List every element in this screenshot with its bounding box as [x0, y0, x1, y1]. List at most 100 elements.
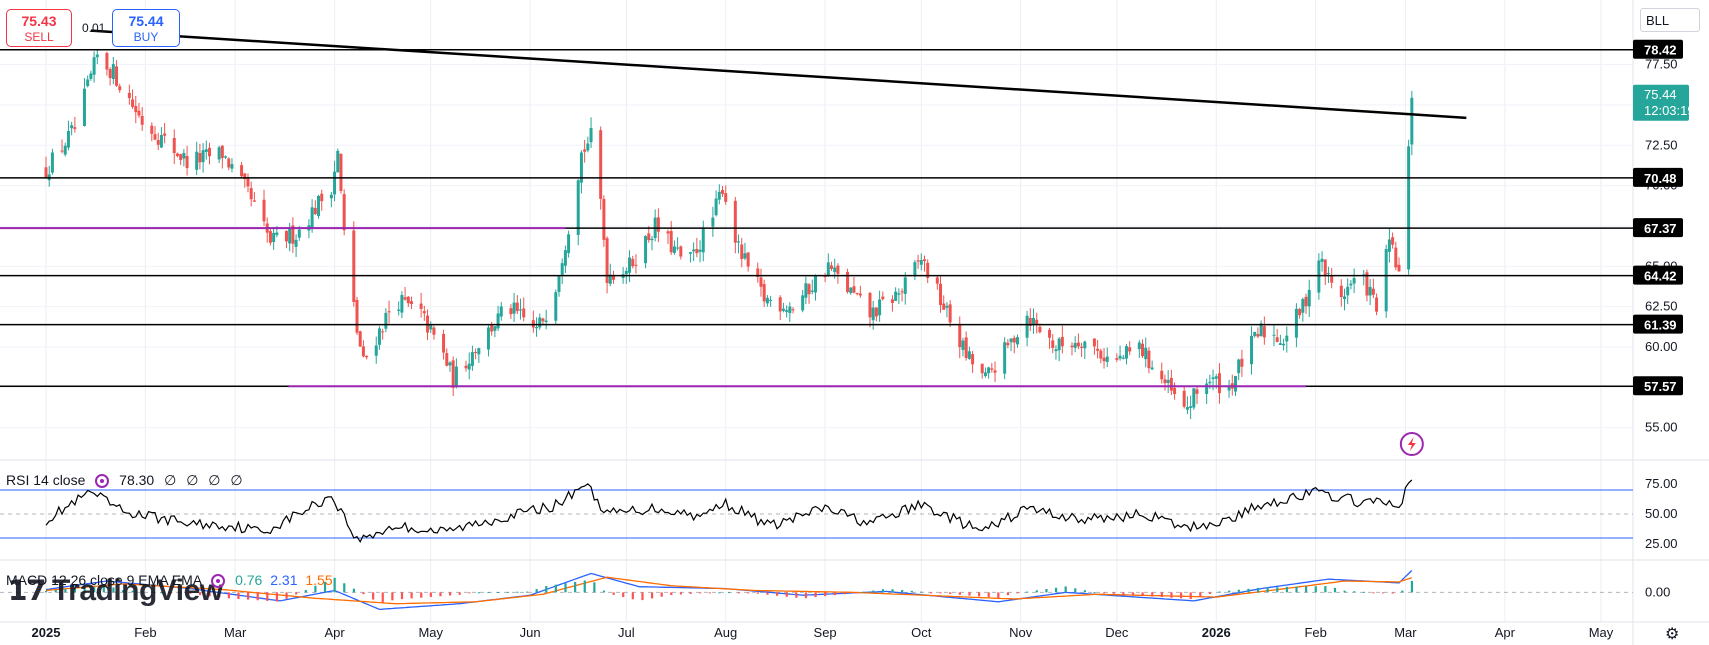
macd-histogram-bar: [343, 583, 346, 593]
candle-body: [397, 309, 401, 311]
macd-histogram-bar: [410, 592, 413, 599]
candle-body: [448, 362, 452, 366]
candle-body: [1003, 342, 1007, 374]
candle-body: [692, 249, 696, 252]
level-price-tag-label: 67.37: [1644, 221, 1677, 236]
candle-body: [134, 106, 138, 113]
candle-body: [987, 367, 991, 374]
symbol-label[interactable]: BLL: [1640, 8, 1700, 32]
macd-histogram-bar: [1141, 592, 1144, 596]
indicator-settings-icon[interactable]: [211, 574, 226, 589]
candle-body: [733, 200, 737, 243]
candle-body: [913, 262, 917, 277]
buy-button[interactable]: 75.44 BUY: [112, 9, 180, 47]
candle-body: [339, 153, 343, 191]
sell-button[interactable]: 75.43 SELL: [6, 9, 72, 47]
macd-histogram-bar: [689, 592, 692, 594]
candle-body: [644, 236, 648, 264]
candle-body: [1371, 288, 1375, 295]
macd-histogram-bar: [939, 592, 942, 594]
candle-body: [634, 264, 638, 266]
candle-body: [230, 164, 234, 169]
candles: [44, 50, 1414, 420]
candle-body: [313, 207, 317, 215]
macd-histogram-bar: [352, 588, 355, 593]
candle-body: [1214, 376, 1218, 379]
candle-body: [945, 305, 949, 308]
time-tick-label: 2025: [32, 625, 61, 640]
candle-body: [365, 355, 369, 358]
candle-body: [1262, 326, 1266, 338]
candle-body: [291, 225, 295, 244]
level-price-tag-label: 70.48: [1644, 171, 1677, 186]
candle-body: [1294, 308, 1298, 338]
candle-body: [1118, 355, 1122, 359]
macd-histogram-bar: [1199, 592, 1202, 598]
macd-histogram-bar: [535, 589, 538, 593]
candle-body: [131, 99, 135, 107]
candle-body: [493, 326, 497, 331]
candle-body: [355, 299, 359, 333]
candle-body: [358, 331, 362, 347]
candle-body: [1160, 370, 1164, 380]
macd-hist-value: 0.76: [235, 572, 263, 588]
macd-histogram-bar: [1035, 590, 1038, 593]
macd-histogram-bar: [766, 592, 769, 595]
candle-body: [1301, 299, 1305, 313]
macd-histogram-bar: [1237, 589, 1240, 593]
candle-body: [111, 64, 115, 80]
candle-body: [1391, 237, 1395, 245]
indicator-settings-icon[interactable]: [95, 474, 110, 489]
candle-body: [1217, 373, 1221, 394]
candle-body: [384, 312, 388, 329]
macd-histogram-bar: [1362, 591, 1365, 593]
candle-body: [95, 54, 99, 58]
candle-body: [605, 238, 609, 283]
candle-body: [608, 274, 612, 284]
candle-body: [1128, 347, 1132, 352]
candle-body: [810, 290, 814, 292]
candle-body: [874, 307, 878, 317]
rsi-legend[interactable]: RSI 14 close 78.30 ∅ ∅ ∅ ∅: [6, 472, 243, 489]
macd-histogram-bar: [1131, 592, 1135, 596]
macd-histogram-bar: [506, 591, 509, 593]
tradingview-logo: 𝟭𝟳 TradingView: [8, 574, 223, 608]
candle-body: [890, 299, 894, 303]
gear-icon[interactable]: ⚙: [1665, 626, 1680, 643]
candle-body: [1233, 376, 1237, 392]
macd-histogram-bar: [1006, 592, 1010, 596]
candle-body: [70, 125, 74, 129]
macd-histogram-bar: [1343, 590, 1346, 593]
macd-histogram-bar: [1391, 592, 1394, 594]
candle-body: [1394, 247, 1398, 268]
time-tick-label: Dec: [1105, 625, 1129, 640]
candle-body: [804, 283, 808, 298]
candle-body: [336, 150, 340, 173]
time-tick-label: Mar: [1394, 625, 1417, 640]
level-price-tag: [1633, 376, 1683, 396]
candle-body: [672, 246, 676, 253]
candle-body: [329, 194, 333, 199]
candle-body: [650, 238, 654, 241]
candle-body: [737, 241, 741, 243]
macd-histogram: [45, 577, 1414, 603]
candle-body: [486, 327, 490, 350]
candle-body: [342, 194, 346, 231]
candle-body: [1015, 337, 1019, 345]
candle-body: [1343, 296, 1347, 300]
macd-legend[interactable]: MACD 12 26 close 9 EMA EMA 0.76 2.31 1.5…: [6, 572, 333, 589]
macd-histogram-bar: [54, 590, 57, 593]
candle-body: [894, 291, 898, 301]
candle-body: [993, 370, 997, 373]
candle-body: [118, 86, 122, 91]
candle-body: [387, 311, 391, 313]
macd-histogram-bar: [1054, 587, 1058, 593]
countdown-label: 12:03:19: [1644, 103, 1695, 118]
macd-histogram-bar: [631, 592, 634, 600]
candle-body: [541, 318, 545, 322]
candle-body: [1070, 345, 1074, 348]
level-price-tag-label: 64.42: [1644, 269, 1677, 284]
rsi-tick-label: 75.00: [1645, 476, 1678, 491]
candle-body: [1048, 329, 1052, 338]
